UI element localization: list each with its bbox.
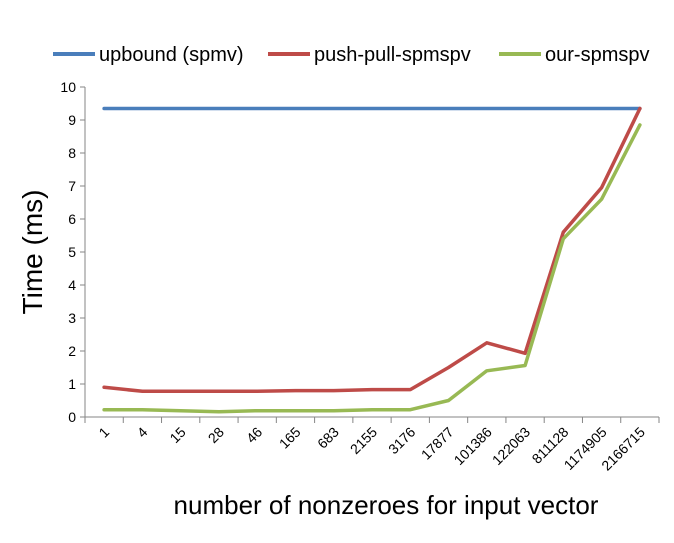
x-tick-label: 2155 — [347, 424, 380, 457]
x-tick-label: 15 — [166, 424, 188, 446]
y-tick-label: 8 — [68, 145, 76, 161]
y-tick-label: 6 — [68, 211, 76, 227]
axes — [80, 86, 660, 423]
x-tick-label: 101386 — [451, 424, 495, 468]
y-tick-label: 4 — [68, 277, 76, 293]
x-tick-label: 122063 — [489, 424, 533, 468]
y-tick-label: 7 — [68, 178, 76, 194]
x-tick-label: 4 — [134, 424, 151, 441]
x-tick-label: 46 — [243, 424, 265, 446]
legend-label-3: our-spmspv — [545, 44, 649, 66]
series-line-3 — [102, 123, 642, 414]
legend: upbound (spmv) push-pull-spmspv our-spmspv — [53, 44, 649, 66]
y-tick-label: 1 — [68, 376, 76, 392]
series-lines — [102, 106, 642, 414]
x-axis-title: number of nonzeroes for input vector — [174, 490, 599, 520]
y-tick-label: 9 — [68, 112, 76, 128]
x-tick-label: 165 — [276, 424, 304, 452]
y-tick-label: 10 — [60, 79, 76, 95]
x-tick-label: 28 — [205, 424, 227, 446]
y-tick-label: 5 — [68, 244, 76, 260]
series-line-2 — [102, 106, 642, 394]
legend-label-1: upbound (spmv) — [99, 44, 244, 66]
legend-label-2: push-pull-spmspv — [314, 44, 471, 66]
y-tick-labels: 0 1 2 3 4 5 6 7 8 9 10 — [60, 79, 76, 425]
y-tick-label: 3 — [68, 310, 76, 326]
x-tick-label: 1 — [95, 424, 112, 441]
y-axis-title: Time (ms) — [17, 190, 48, 315]
x-tick-label: 3176 — [385, 424, 418, 457]
y-tick-label: 2 — [68, 343, 76, 359]
y-tick-label: 0 — [68, 409, 76, 425]
x-tick-label: 683 — [314, 424, 342, 452]
x-tick-labels: 1 4 15 28 46 165 683 2155 3176 178771013861220638… — [95, 424, 648, 474]
